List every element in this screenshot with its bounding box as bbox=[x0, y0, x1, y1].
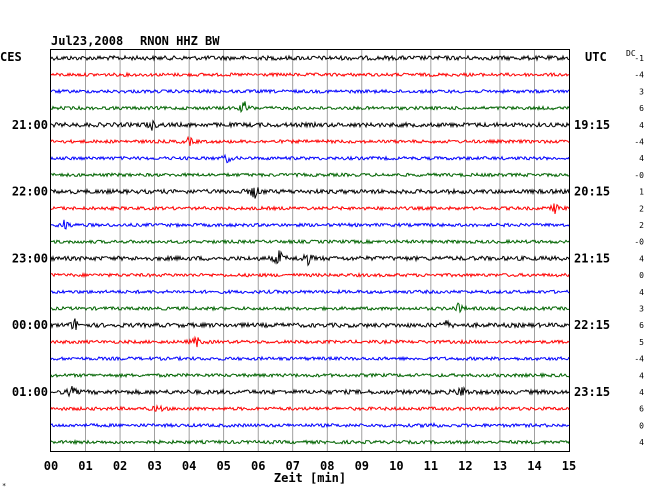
dc-offset-label: -4 bbox=[634, 355, 644, 364]
dc-offset-label: 1 bbox=[639, 188, 644, 197]
trace-line bbox=[50, 187, 570, 199]
chart-title-date: Jul23,2008 bbox=[51, 34, 123, 48]
trace-line bbox=[50, 335, 570, 348]
x-tick-label: 08 bbox=[320, 459, 334, 473]
x-tick-label: 09 bbox=[355, 459, 369, 473]
dc-offset-label: 4 bbox=[639, 154, 644, 163]
dc-offset-label: 6 bbox=[639, 405, 644, 414]
x-tick-label: 00 bbox=[44, 459, 58, 473]
left-time-label: 01:00 bbox=[12, 385, 48, 399]
x-tick-label: 13 bbox=[493, 459, 507, 473]
dc-offset-label: 4 bbox=[639, 288, 644, 297]
x-tick-label: 10 bbox=[389, 459, 403, 473]
trace-line bbox=[50, 135, 570, 146]
dc-offset-label: 0 bbox=[639, 271, 644, 280]
x-tick-label: 14 bbox=[527, 459, 541, 473]
trace-line bbox=[50, 54, 570, 62]
x-tick-label: 03 bbox=[147, 459, 161, 473]
left-time-label: 00:00 bbox=[12, 318, 48, 332]
trace-line bbox=[50, 355, 570, 362]
right-time-label: 22:15 bbox=[574, 318, 610, 332]
trace-line bbox=[50, 71, 570, 78]
dc-offset-label: 2 bbox=[639, 221, 644, 230]
dc-header-label: DC bbox=[626, 49, 636, 58]
corner-mark-glyph: * bbox=[2, 482, 6, 490]
dc-offset-label: 2 bbox=[639, 204, 644, 213]
trace-line bbox=[50, 272, 570, 279]
trace-line bbox=[50, 119, 570, 131]
dc-offset-label: 4 bbox=[639, 121, 644, 130]
dc-offset-label: 4 bbox=[639, 254, 644, 263]
chart-title-station: RNON HHZ BW bbox=[140, 34, 220, 48]
trace-line bbox=[50, 250, 570, 267]
dc-offset-label: 3 bbox=[639, 87, 644, 96]
left-time-label: 23:00 bbox=[12, 251, 48, 265]
x-tick-label: 04 bbox=[182, 459, 196, 473]
right-time-label: 21:15 bbox=[574, 251, 610, 265]
trace-line bbox=[50, 421, 570, 429]
dc-offset-label: -0 bbox=[634, 238, 644, 247]
dc-offset-labels: -1 -4 3 6 4 -4 4 -0 1 2 2 -0 4 0 4 3 6 5 -4 4 4 6 0 4 bbox=[634, 54, 644, 447]
dc-offset-label: -4 bbox=[634, 138, 644, 147]
trace-line bbox=[50, 302, 570, 314]
trace-line bbox=[50, 404, 570, 413]
right-time-labels: 19:15 20:15 21:15 22:15 23:15 bbox=[574, 118, 610, 399]
trace-line bbox=[50, 153, 570, 164]
x-tick-label: 01 bbox=[78, 459, 92, 473]
dc-offset-label: 6 bbox=[639, 321, 644, 330]
x-tick-label: 05 bbox=[216, 459, 230, 473]
dc-offset-label: 3 bbox=[639, 305, 644, 314]
dc-offset-label: 4 bbox=[639, 371, 644, 380]
time-grid bbox=[85, 50, 535, 451]
x-axis-label: Zeit [min] bbox=[274, 471, 346, 485]
trace-line bbox=[50, 318, 570, 330]
dc-offset-label: -1 bbox=[634, 54, 644, 63]
dc-offset-label: 5 bbox=[639, 338, 644, 347]
x-tick-label: 06 bbox=[251, 459, 265, 473]
dc-offset-label: 0 bbox=[639, 421, 644, 430]
trace-line bbox=[50, 372, 570, 379]
x-tick-labels: 00 01 02 03 04 05 06 07 08 09 10 11 12 13 14 15 bbox=[44, 459, 576, 473]
right-time-label: 20:15 bbox=[574, 185, 610, 199]
plot-frame bbox=[50, 49, 570, 452]
trace-line bbox=[50, 203, 570, 214]
x-tick-label: 02 bbox=[113, 459, 127, 473]
x-tick-label: 12 bbox=[458, 459, 472, 473]
left-time-label: 21:00 bbox=[12, 118, 48, 132]
trace-line bbox=[50, 238, 570, 245]
dc-offset-label: 4 bbox=[639, 388, 644, 397]
left-timezone-label: CES bbox=[0, 50, 22, 64]
dc-offset-label: 6 bbox=[639, 104, 644, 113]
trace-line bbox=[50, 88, 570, 95]
trace-line bbox=[50, 439, 570, 446]
x-tick-label: 11 bbox=[424, 459, 438, 473]
right-timezone-label: UTC bbox=[585, 50, 607, 64]
trace-line bbox=[50, 171, 570, 178]
dc-offset-label: 4 bbox=[639, 438, 644, 447]
x-tick-label: 15 bbox=[562, 459, 576, 473]
right-time-label: 23:15 bbox=[574, 385, 610, 399]
left-time-label: 22:00 bbox=[12, 185, 48, 199]
trace-group bbox=[50, 54, 570, 446]
trace-line bbox=[51, 288, 570, 295]
x-tick-label: 07 bbox=[286, 459, 300, 473]
left-time-labels: 21:00 22:00 23:00 00:00 01:00 bbox=[12, 118, 48, 399]
trace-line bbox=[50, 219, 570, 230]
dc-offset-label: -4 bbox=[634, 71, 644, 80]
dc-offset-label: -0 bbox=[634, 171, 644, 180]
trace-line bbox=[50, 385, 570, 398]
right-time-label: 19:15 bbox=[574, 118, 610, 132]
trace-line bbox=[50, 101, 570, 114]
